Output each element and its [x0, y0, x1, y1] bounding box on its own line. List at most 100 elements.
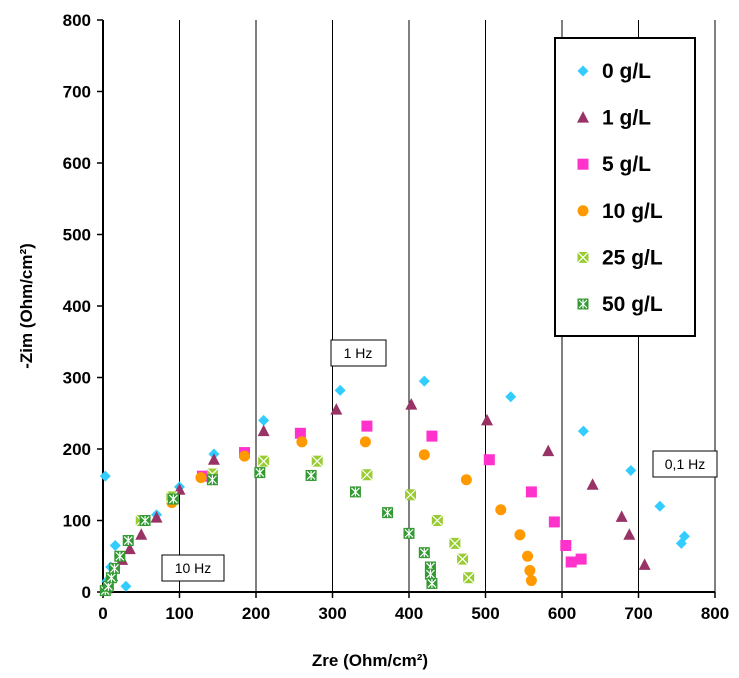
legend-item: 0 g/L: [577, 60, 651, 83]
data-point: [349, 486, 361, 498]
legend-label: 50 g/L: [602, 293, 663, 316]
data-point: [542, 444, 555, 457]
legend-item: 5 g/L: [577, 153, 651, 176]
data-point: [522, 550, 534, 562]
y-tick-label: 300: [63, 369, 91, 388]
data-point-star: [110, 563, 119, 573]
data-point: [675, 537, 687, 549]
legend-label: 25 g/L: [602, 246, 663, 269]
data-point: [514, 529, 526, 541]
annotation-10hz: 10 Hz: [175, 560, 212, 576]
data-point: [426, 430, 438, 442]
data-point: [254, 467, 266, 479]
data-point: [575, 553, 587, 565]
data-point: [418, 547, 430, 559]
data-point-star: [207, 475, 217, 485]
legend-marker: [577, 251, 589, 264]
data-point: [483, 454, 495, 466]
data-point: [334, 384, 346, 396]
data-point: [577, 425, 589, 437]
x-tick-label: 500: [471, 604, 499, 623]
legend-marker-star: [578, 299, 588, 309]
annotation-1hz: 1 Hz: [344, 345, 373, 361]
data-point: [195, 472, 207, 484]
data-point: [139, 515, 151, 526]
data-point-star: [306, 470, 316, 480]
x-tick-label: 0: [98, 604, 107, 623]
legend-item: 10 g/L: [577, 200, 663, 223]
data-point: [258, 414, 270, 426]
data-point-cross: [456, 553, 469, 566]
legend-label: 0 g/L: [602, 60, 651, 83]
data-point-cross: [448, 537, 461, 550]
x-axis-title: Zre (Ohm/cm²): [312, 651, 428, 670]
data-point: [456, 553, 469, 566]
data-point: [565, 556, 577, 568]
x-tick-label: 600: [548, 604, 576, 623]
data-point: [257, 424, 270, 437]
data-point: [109, 540, 121, 552]
data-point: [625, 464, 637, 476]
data-point: [105, 572, 117, 584]
data-point-star: [383, 508, 393, 518]
data-point: [481, 413, 494, 426]
data-point-star: [168, 494, 178, 504]
data-point: [460, 474, 472, 486]
data-point: [311, 455, 324, 468]
data-point-cross: [431, 514, 444, 527]
y-tick-label: 800: [63, 11, 91, 30]
y-tick-label: 200: [63, 440, 91, 459]
legend-label: 10 g/L: [602, 200, 663, 223]
data-point: [114, 550, 126, 562]
data-point: [426, 577, 438, 589]
data-point-star: [115, 551, 125, 561]
data-point: [150, 511, 163, 523]
legend-label: 5 g/L: [602, 153, 651, 176]
data-point: [615, 510, 628, 522]
x-tick-label: 400: [395, 604, 423, 623]
data-point: [403, 527, 415, 539]
data-point: [99, 470, 111, 482]
data-point-cross: [404, 488, 417, 501]
y-tick-label: 700: [63, 83, 91, 102]
data-point-cross: [462, 571, 475, 584]
data-point: [120, 580, 132, 592]
data-point-star: [255, 468, 265, 478]
legend-marker: [577, 158, 589, 170]
legend: 0 g/L 1 g/L 5 g/L 10 g/L 25 g/L 50 g/L: [554, 37, 696, 337]
y-tick-label: 600: [63, 154, 91, 173]
data-point: [505, 391, 517, 403]
data-point-cross: [361, 468, 373, 481]
data-point-star: [123, 536, 133, 546]
x-tick-label: 700: [624, 604, 652, 623]
data-point: [638, 558, 651, 570]
data-point: [404, 488, 417, 501]
data-point: [135, 528, 148, 540]
annotation-box-0-1hz: [652, 450, 718, 478]
data-point: [294, 427, 306, 439]
legend-marker: [577, 205, 589, 217]
legend-marker: [577, 111, 589, 123]
y-tick-label: 0: [82, 583, 91, 602]
data-point: [108, 562, 120, 574]
data-point-star: [140, 516, 150, 525]
data-point: [548, 516, 560, 528]
legend-item: 25 g/L: [577, 246, 663, 269]
data-point: [418, 375, 430, 387]
data-point: [102, 580, 114, 592]
y-tick-label: 100: [63, 512, 91, 531]
legend-marker-cross: [577, 251, 589, 264]
data-point: [207, 453, 220, 465]
data-point: [296, 436, 308, 448]
annotation-box-10hz: [161, 554, 225, 582]
data-point: [257, 455, 270, 468]
data-point: [654, 500, 666, 512]
data-points: [99, 375, 690, 597]
data-point: [448, 537, 461, 550]
annotation-0-1hz: 0,1 Hz: [665, 456, 705, 472]
data-point: [462, 571, 475, 584]
series-25-g-l: [135, 455, 475, 584]
series-50-g-l: [99, 467, 438, 597]
data-point: [525, 486, 537, 498]
